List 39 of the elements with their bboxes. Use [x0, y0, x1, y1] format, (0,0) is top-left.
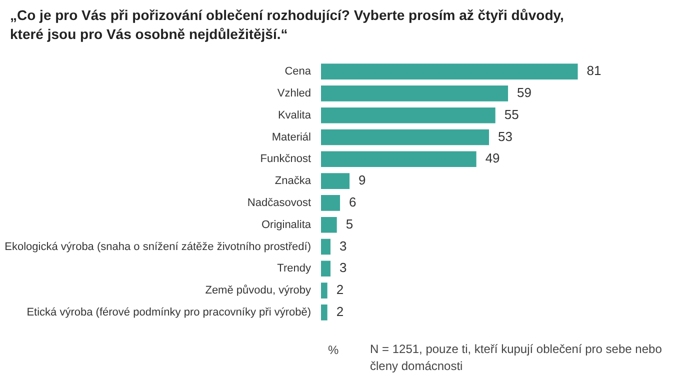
data-label: 3 — [340, 260, 347, 276]
bar — [321, 282, 328, 298]
bar — [321, 216, 337, 233]
y-tick-label: Cena — [284, 66, 312, 78]
y-tick-label: Originalita — [261, 218, 312, 231]
bar — [321, 238, 331, 255]
y-tick-label: Etická výroba (férové podmínky pro pracovníky při výrobě) — [26, 306, 311, 318]
x-axis-title: % — [328, 343, 339, 357]
y-tick-label: Funkčnost — [260, 153, 311, 166]
bar — [321, 304, 328, 320]
y-tick-label: Trendy — [277, 262, 312, 275]
data-label: 3 — [340, 238, 347, 254]
bar — [321, 195, 340, 211]
bar — [321, 129, 490, 146]
data-label: 81 — [586, 63, 602, 78]
text: N = 1251, pouze ti, kteří kupují oblečení pro sebe nebo členy domácnosti — [370, 341, 663, 375]
bar — [321, 260, 331, 277]
chart-title: „Co je pro Vás při pořizování oblečení rozhodující? Vyberte prosím až čtyři důvody, které jsou pro Vás osobně nejdůležitější.“ — [10, 6, 565, 44]
y-tick-label: Kvalita — [278, 109, 312, 122]
data-label: 49 — [485, 150, 500, 166]
data-label: 2 — [336, 304, 344, 320]
y-tick-label: Vzhled — [277, 87, 311, 100]
y-tick-label: Ekologická výroba (snaha o snížení zátěže životního prostředí) — [4, 240, 311, 253]
bar — [321, 151, 476, 168]
data-label: 5 — [346, 216, 354, 232]
bar — [321, 173, 350, 189]
bar — [321, 64, 578, 80]
y-tick-label: Země původu, výroby — [205, 284, 312, 297]
data-label: 55 — [504, 106, 519, 122]
bar — [321, 107, 496, 124]
data-label: 53 — [498, 128, 512, 144]
data-label: 2 — [336, 282, 344, 298]
bar — [321, 86, 508, 102]
data-label: 59 — [517, 85, 532, 100]
y-tick-label: Značka — [274, 175, 312, 188]
data-label: 6 — [349, 194, 356, 210]
data-label: 9 — [358, 172, 366, 188]
y-tick-label: Nadčasovost — [247, 196, 311, 209]
y-tick-label: Materiál — [272, 131, 311, 144]
